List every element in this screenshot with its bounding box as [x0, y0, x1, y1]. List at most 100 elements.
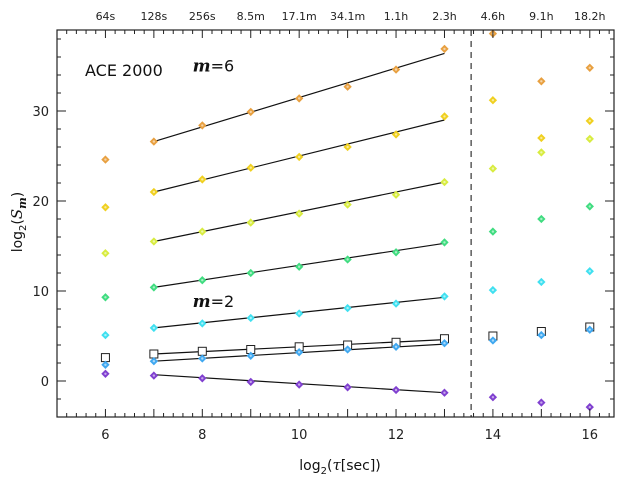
data-point-highlight: [588, 205, 591, 208]
data-point-highlight: [249, 221, 252, 224]
top-axis-labels: 64s 128s 256s 8.5m 17.1m 34.1m 1.1h 2.3h 4.6h 9.1…: [96, 10, 606, 23]
data-point-highlight: [104, 333, 107, 337]
data-point-highlight: [394, 251, 398, 254]
data-point-highlight: [249, 316, 252, 320]
data-point-highlight: [443, 295, 446, 298]
top-axis-label: 18.2h: [574, 10, 605, 23]
data-point-highlight: [540, 333, 543, 337]
data-point-highlight: [443, 241, 446, 244]
data-point-highlight: [443, 115, 446, 118]
data-point-highlight: [297, 351, 301, 354]
data-point-highlight: [394, 302, 398, 305]
y-tick-label: 10: [32, 285, 49, 300]
data-point-highlight: [346, 203, 349, 206]
data-point-highlight: [249, 380, 252, 384]
data-point-highlight: [394, 345, 398, 348]
m-annotations: m=6 m=2: [193, 56, 235, 312]
data-point-highlight: [346, 306, 349, 310]
data-point-highlight: [201, 357, 204, 360]
data-point-highlight: [588, 66, 591, 70]
data-point-highlight: [443, 180, 446, 184]
top-axis-label: 8.5m: [237, 10, 265, 23]
data-point-highlight: [249, 110, 252, 114]
data-point-highlight: [201, 178, 204, 181]
data-point-highlight: [152, 374, 156, 377]
top-axis-label: 1.1h: [384, 10, 408, 23]
x-tick-label: 16: [582, 428, 599, 443]
data-point-highlight: [104, 372, 107, 375]
m-annotation: m=2: [193, 292, 235, 312]
data-point-highlight: [491, 167, 495, 170]
data-point-highlight: [249, 166, 252, 169]
data-point-highlight: [104, 158, 107, 161]
data-point-highlight: [491, 230, 495, 233]
data-point-highlight: [540, 136, 543, 140]
y-tick-label: 20: [32, 195, 49, 210]
data-point-highlight: [152, 190, 156, 194]
m-annotation: m=6: [193, 56, 235, 76]
x-axis-title: log2(τ[sec]): [299, 456, 381, 477]
data-point-highlight: [443, 342, 446, 345]
x-tick-label: 14: [485, 428, 502, 443]
data-point-highlight: [201, 322, 204, 325]
data-point-highlight: [201, 230, 204, 233]
data-point-highlight: [297, 265, 301, 268]
y-tick-label: 0: [41, 375, 49, 390]
data-point-highlight: [540, 151, 543, 154]
data-point-highlight: [104, 252, 107, 255]
x-tick-label: 12: [388, 428, 405, 443]
data-point-highlight: [201, 279, 204, 282]
x-tick-labels: 6 8 10 12 14 16: [101, 428, 598, 443]
data-point-highlight: [588, 328, 591, 331]
data-point-highlight: [588, 137, 591, 141]
plot-frame: [56, 29, 615, 418]
data-point-highlight: [104, 296, 107, 299]
data-point-highlight: [346, 145, 349, 149]
data-point-highlight: [346, 386, 349, 389]
top-axis-label: 2.3h: [432, 10, 456, 23]
data-point-highlight: [104, 363, 107, 366]
data-point-highlight: [346, 85, 349, 88]
data-point-highlight: [297, 383, 301, 386]
data-point-highlight: [443, 47, 446, 51]
data-point-highlight: [540, 280, 543, 284]
data-point-highlight: [540, 217, 543, 221]
data-point-highlight: [540, 80, 543, 83]
data-point-highlight: [201, 124, 204, 127]
data-point-highlight: [297, 97, 301, 100]
data-point-highlight: [491, 396, 495, 399]
x-tick-label: 10: [291, 428, 308, 443]
data-point-highlight: [104, 206, 107, 209]
top-axis-label: 256s: [189, 10, 216, 23]
data-point-highlight: [588, 270, 591, 273]
data-point-highlight: [491, 339, 495, 342]
data-point: [100, 353, 110, 363]
data-point-highlight: [249, 354, 252, 357]
data-point-highlight: [443, 391, 446, 394]
data-point-highlight: [394, 388, 398, 392]
top-axis-label: 128s: [141, 10, 168, 23]
data-point-highlight: [297, 155, 301, 159]
chart-title: ACE 2000: [85, 61, 163, 80]
top-axis-label: 4.6h: [481, 10, 505, 23]
axis-ticks: [56, 30, 614, 418]
data-point-highlight: [152, 286, 156, 289]
data-point-highlight: [491, 288, 495, 292]
data-point-highlight: [152, 240, 156, 243]
top-axis-label: 34.1m: [330, 10, 365, 23]
data-point-highlight: [588, 405, 591, 409]
data-point-highlight: [201, 377, 204, 380]
data-point-highlight: [346, 258, 349, 261]
data-markers: [100, 29, 595, 412]
data-point-highlight: [394, 193, 398, 196]
data-point-highlight: [540, 401, 543, 404]
y-tick-label: 30: [32, 105, 49, 120]
y-axis-title: log2(Sm): [8, 192, 29, 253]
data-point-highlight: [394, 68, 398, 71]
data-point: [149, 349, 159, 359]
data-point-highlight: [152, 326, 156, 330]
data-point-highlight: [152, 140, 156, 143]
x-tick-label: 6: [101, 428, 109, 443]
data-point-highlight: [249, 271, 252, 275]
